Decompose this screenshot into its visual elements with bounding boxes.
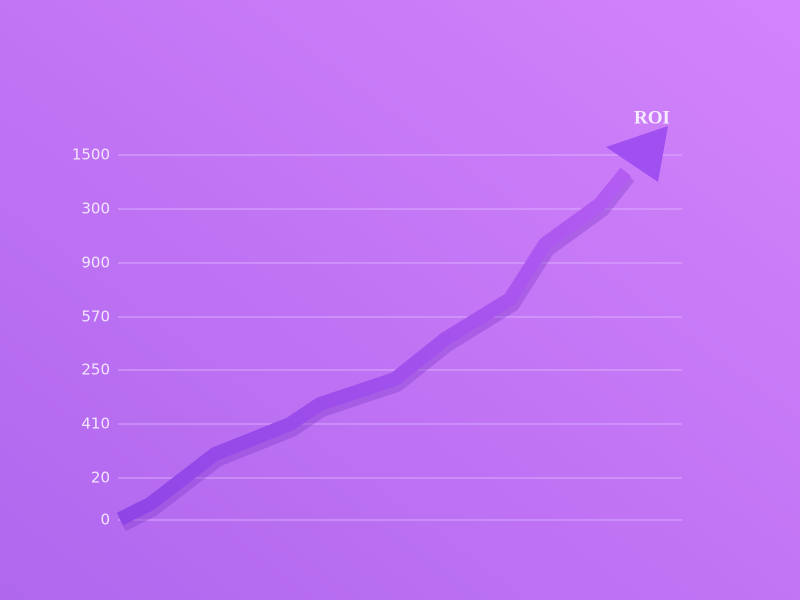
axis-label: 250 [81, 361, 110, 379]
axis-label: 570 [81, 308, 110, 326]
axis-label: 410 [81, 415, 110, 433]
arrow-head [606, 126, 668, 182]
axis-label: 300 [81, 200, 110, 218]
axis-label: 1500 [72, 146, 110, 164]
axis-label: 20 [91, 469, 110, 487]
trend-arrow [116, 167, 632, 526]
axis-label: 900 [81, 254, 110, 272]
roi-label: ROI [634, 107, 670, 128]
axis-label: 0 [100, 511, 110, 529]
